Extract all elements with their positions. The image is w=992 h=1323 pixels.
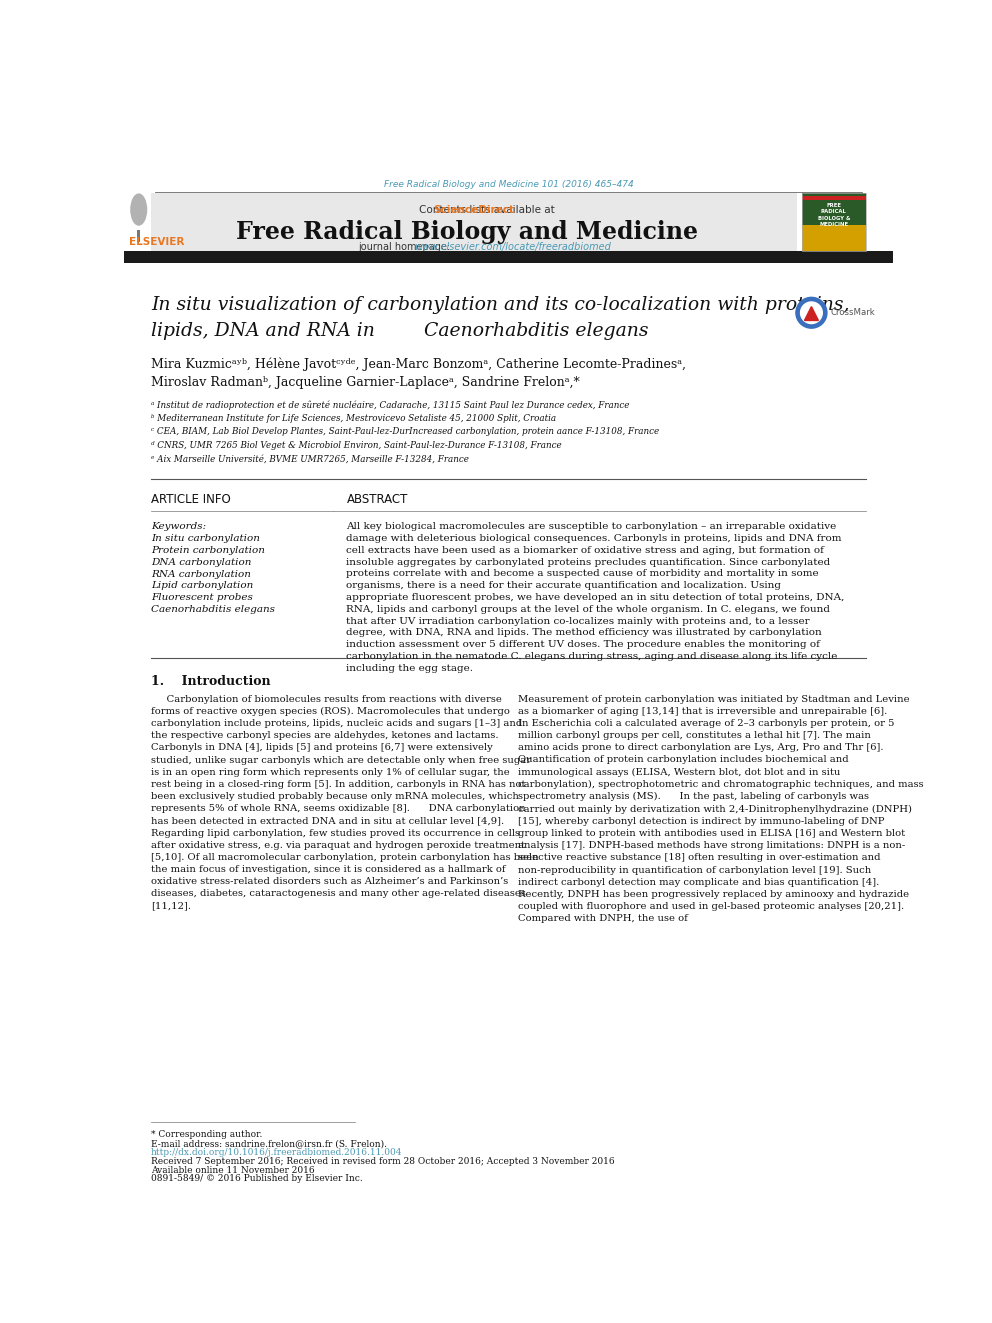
Text: All key biological macromolecules are susceptible to carbonylation – an irrepara: All key biological macromolecules are su… — [346, 523, 845, 673]
Text: ᵃ Institut de radioprotection et de sûreté nucléaire, Cadarache, 13115 Saint Pau: ᵃ Institut de radioprotection et de sûre… — [151, 401, 630, 410]
Text: Keywords:: Keywords: — [151, 523, 206, 532]
Text: Free Radical Biology and Medicine 101 (2016) 465–474: Free Radical Biology and Medicine 101 (2… — [384, 180, 633, 189]
Text: www.elsevier.com/locate/freeradbiomed: www.elsevier.com/locate/freeradbiomed — [414, 242, 611, 251]
Text: Miroslav Radmanᵇ, Jacqueline Garnier-Laplaceᵃ, Sandrine Frelonᵃ,*: Miroslav Radmanᵇ, Jacqueline Garnier-Lap… — [151, 376, 580, 389]
Text: 0891-5849/ © 2016 Published by Elsevier Inc.: 0891-5849/ © 2016 Published by Elsevier … — [151, 1175, 363, 1183]
Text: ABSTRACT: ABSTRACT — [346, 493, 408, 505]
Text: Contents lists available at: Contents lists available at — [419, 205, 558, 214]
Text: In situ visualization of carbonylation and its co-localization with proteins,: In situ visualization of carbonylation a… — [151, 296, 849, 314]
Text: Received 7 September 2016; Received in revised form 28 October 2016; Accepted 3 : Received 7 September 2016; Received in r… — [151, 1158, 615, 1167]
Circle shape — [801, 302, 822, 324]
Text: ᶜ CEA, BIAM, Lab Biol Develop Plantes, Saint-Paul-lez-DurIncreased carbonylation: ᶜ CEA, BIAM, Lab Biol Develop Plantes, S… — [151, 427, 660, 437]
Text: Lipid carbonylation: Lipid carbonylation — [151, 582, 253, 590]
Text: ELSEVIER: ELSEVIER — [129, 237, 185, 247]
Text: DNA carbonylation: DNA carbonylation — [151, 557, 252, 566]
Bar — [124, 251, 893, 263]
Text: Fluorescent probes: Fluorescent probes — [151, 594, 253, 602]
Circle shape — [796, 298, 827, 328]
Polygon shape — [805, 307, 818, 320]
Text: Mira Kuzmicᵃʸᵇ, Hélène Javotᶜʸᵈᵉ, Jean-Marc Bonzomᵃ, Catherine Lecomte-Pradinesᵃ: Mira Kuzmicᵃʸᵇ, Hélène Javotᶜʸᵈᵉ, Jean-M… — [151, 357, 686, 370]
Text: CrossMark: CrossMark — [831, 308, 876, 318]
Text: * Corresponding author.: * Corresponding author. — [151, 1130, 263, 1139]
Bar — [137, 230, 140, 242]
Text: In situ carbonylation: In situ carbonylation — [151, 533, 260, 542]
Ellipse shape — [130, 193, 147, 226]
Text: Protein carbonylation: Protein carbonylation — [151, 545, 265, 554]
Text: Available online 11 November 2016: Available online 11 November 2016 — [151, 1166, 314, 1175]
Text: RNA carbonylation: RNA carbonylation — [151, 570, 251, 578]
Text: Free Radical Biology and Medicine: Free Radical Biology and Medicine — [235, 221, 697, 245]
Text: FREE
RADICAL
BIOLOGY &
MEDICINE: FREE RADICAL BIOLOGY & MEDICINE — [817, 204, 850, 226]
Bar — [803, 225, 866, 251]
Bar — [803, 193, 866, 225]
Text: http://dx.doi.org/10.1016/j.freeradbiomed.2016.11.004: http://dx.doi.org/10.1016/j.freeradbiome… — [151, 1148, 403, 1158]
Text: Caenorhabditis elegans: Caenorhabditis elegans — [424, 321, 649, 340]
Text: ᵉ Aix Marseille Université, BVME UMR7265, Marseille F-13284, France: ᵉ Aix Marseille Université, BVME UMR7265… — [151, 454, 469, 463]
Text: Carbonylation of biomolecules results from reactions with diverse
forms of react: Carbonylation of biomolecules results fr… — [151, 695, 539, 910]
Text: 1.    Introduction: 1. Introduction — [151, 675, 271, 688]
Text: E-mail address: sandrine.frelon@irsn.fr (S. Frelon).: E-mail address: sandrine.frelon@irsn.fr … — [151, 1139, 387, 1148]
Text: Measurement of protein carbonylation was initiated by Stadtman and Levine
as a b: Measurement of protein carbonylation was… — [518, 695, 924, 923]
Bar — [803, 193, 866, 251]
Text: ᵈ CNRS, UMR 7265 Biol Veget & Microbiol Environ, Saint-Paul-lez-Durance F-13108,: ᵈ CNRS, UMR 7265 Biol Veget & Microbiol … — [151, 441, 561, 450]
Text: ScienceDirect: ScienceDirect — [434, 205, 515, 214]
Text: Caenorhabditis elegans: Caenorhabditis elegans — [151, 606, 275, 614]
Text: lipids, DNA and RNA in: lipids, DNA and RNA in — [151, 321, 381, 340]
Text: ᵇ Mediterranean Institute for Life Sciences, Mestrovicevo Setaliste 45, 21000 Sp: ᵇ Mediterranean Institute for Life Scien… — [151, 414, 557, 423]
Text: ARTICLE INFO: ARTICLE INFO — [151, 493, 231, 505]
Bar — [151, 193, 798, 251]
Bar — [803, 196, 866, 200]
Text: journal homepage:: journal homepage: — [358, 242, 453, 251]
